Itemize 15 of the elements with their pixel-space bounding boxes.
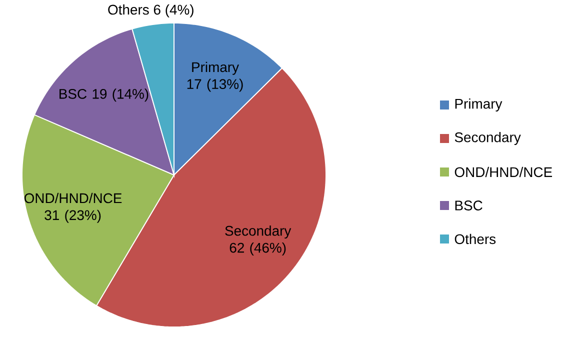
slice-label: Others [108,4,149,15]
legend-label: OND/HND/NCE [454,166,552,178]
data-label: 62 (46%) [230,242,286,256]
data-label: 19 (14%) [92,88,148,102]
legend-label: BSC [455,200,482,210]
data-label: 6 (4%) [154,4,194,18]
slice-label: Secondary [225,226,292,239]
slice-label: OND/HND/NCE [24,192,122,204]
data-label: 17 (13%) [187,78,243,92]
legend-label: Primary [455,98,502,112]
data-label: 31 (23%) [44,210,101,223]
slice-label: Primary [192,62,240,75]
legend-label: Others [454,234,496,244]
legend-label: Secondary [454,132,521,145]
slice-label: BSC [60,88,87,99]
